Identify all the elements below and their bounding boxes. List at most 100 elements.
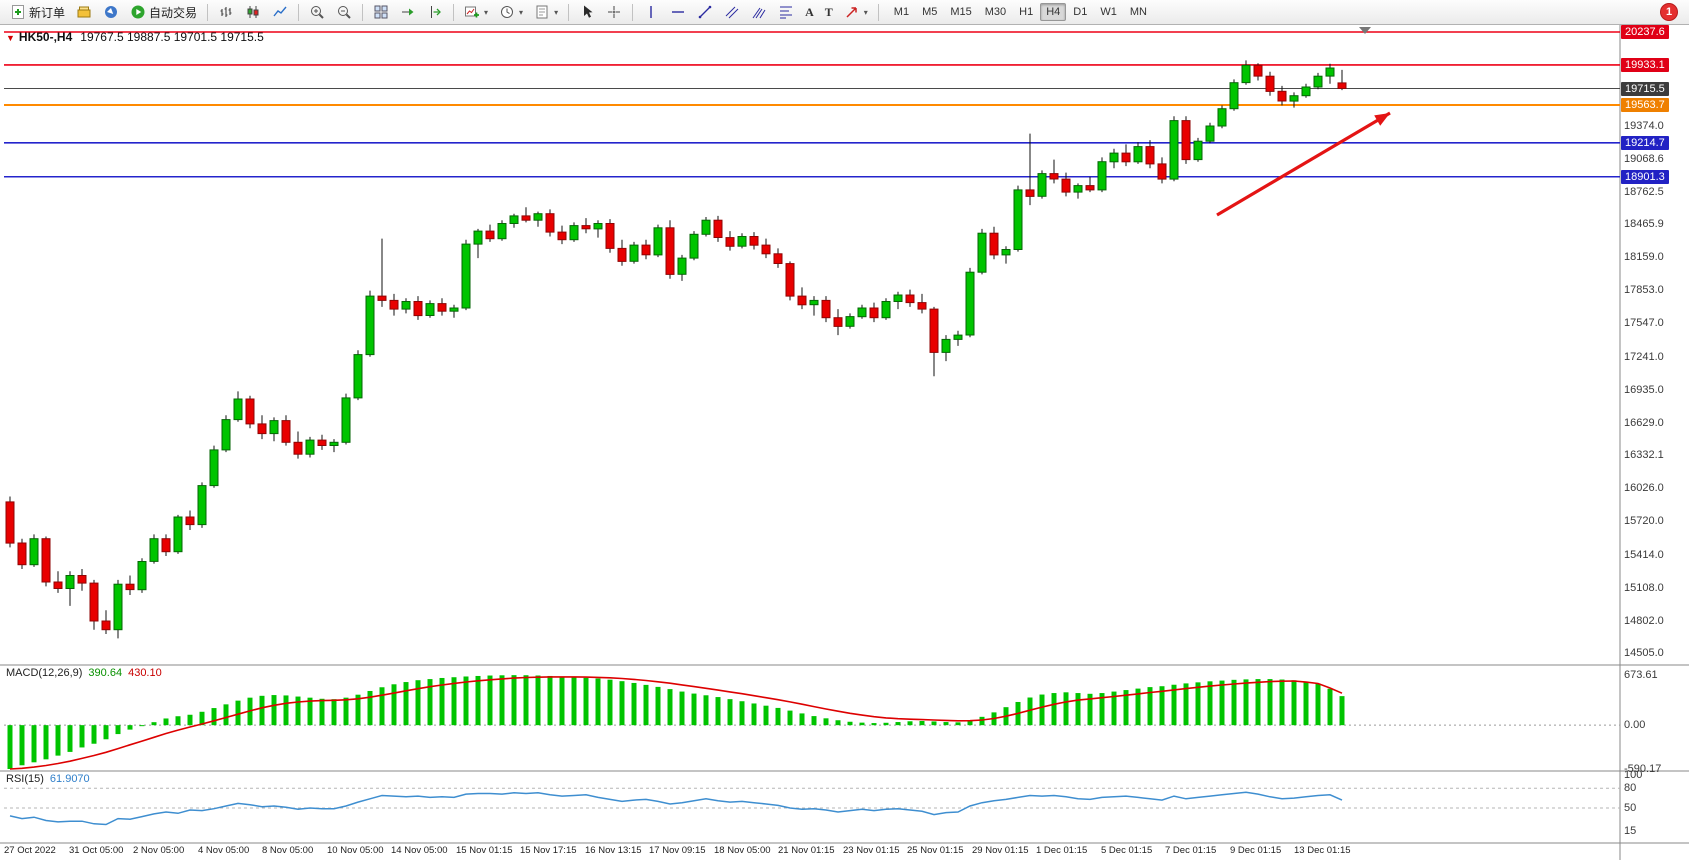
- fibonacci-tool-button[interactable]: [773, 2, 799, 22]
- navigator-button[interactable]: [98, 2, 124, 22]
- bull-candle: [113, 583, 123, 631]
- channel-icon: [724, 4, 740, 20]
- macd-histogram-bar: [667, 689, 673, 726]
- chart-canvas[interactable]: [0, 25, 1689, 860]
- arrows-tool-button[interactable]: ▾: [839, 2, 873, 22]
- macd-histogram-bar: [1135, 688, 1141, 726]
- macd-histogram-bar: [451, 677, 457, 726]
- new-order-icon: [10, 4, 26, 20]
- macd-histogram-bar: [367, 690, 373, 726]
- macd-histogram-bar: [175, 716, 181, 726]
- profiles-button[interactable]: [71, 2, 97, 22]
- cursor-tool-button[interactable]: [574, 2, 600, 22]
- bull-candle: [1241, 64, 1251, 84]
- bull-candle: [341, 397, 351, 443]
- bear-candle: [1157, 163, 1167, 180]
- macd-histogram-bar: [1207, 681, 1213, 726]
- macd-histogram-bar: [91, 725, 97, 744]
- macd-histogram-bar: [1255, 679, 1261, 726]
- timeframe-button-w1[interactable]: W1: [1100, 6, 1117, 18]
- bear-candle: [929, 308, 939, 353]
- horizontal-line-tool-button[interactable]: [665, 2, 691, 22]
- bull-candle: [1229, 82, 1239, 110]
- bull-candle: [1109, 152, 1119, 163]
- trendline-tool-button[interactable]: [692, 2, 718, 22]
- bull-candle: [233, 398, 243, 421]
- tile-windows-button[interactable]: [368, 2, 394, 22]
- text-tool-button[interactable]: A: [800, 3, 819, 22]
- zoom-in-button[interactable]: [304, 2, 330, 22]
- crosshair-icon: [606, 4, 622, 20]
- label-tool-button[interactable]: T: [820, 3, 838, 22]
- chart-shift-icon: [427, 4, 443, 20]
- period-clock-button[interactable]: ▾: [494, 2, 528, 22]
- zoom-out-button[interactable]: [331, 2, 357, 22]
- new-order-button[interactable]: 新订单: [5, 2, 70, 23]
- bull-candle: [737, 236, 747, 247]
- macd-histogram-bar: [1219, 680, 1225, 726]
- bull-candle: [149, 538, 159, 562]
- macd-histogram-bar: [1027, 697, 1033, 726]
- arrow-tool-icon: [844, 4, 860, 20]
- new-chart-button[interactable]: ▾: [459, 2, 493, 22]
- notification-badge[interactable]: 1: [1660, 3, 1678, 21]
- bar-chart-mode-button[interactable]: [213, 2, 239, 22]
- bull-candle: [845, 316, 855, 327]
- channel-tool-button[interactable]: [719, 2, 745, 22]
- auto-trading-button[interactable]: 自动交易: [125, 2, 202, 23]
- bear-candle: [89, 582, 99, 622]
- bear-candle: [1061, 178, 1071, 193]
- timeframe-button-m30[interactable]: M30: [984, 6, 1007, 18]
- bull-candle: [401, 301, 411, 310]
- timeframe-button-m1[interactable]: M1: [893, 6, 910, 18]
- bear-candle: [1049, 173, 1059, 180]
- bull-candle: [353, 354, 363, 399]
- bull-candle: [425, 303, 435, 317]
- macd-histogram-bar: [1267, 679, 1273, 726]
- timeframe-button-m5[interactable]: M5: [922, 6, 938, 18]
- bear-candle: [1145, 146, 1155, 165]
- auto-scroll-button[interactable]: [395, 2, 421, 22]
- timeframe-button-mn[interactable]: MN: [1129, 6, 1147, 18]
- vertical-line-tool-button[interactable]: [638, 2, 664, 22]
- app-toolbar: 新订单 自动交易: [0, 0, 1689, 25]
- macd-histogram-bar: [823, 718, 829, 726]
- bull-candle: [461, 243, 471, 309]
- bull-candle: [857, 307, 867, 318]
- timeframe-button-d1[interactable]: D1: [1073, 6, 1088, 18]
- pitchfork-tool-button[interactable]: [746, 2, 772, 22]
- timeframe-button-h1[interactable]: H1: [1019, 6, 1034, 18]
- macd-histogram-bar: [139, 725, 145, 727]
- macd-histogram-bar: [787, 710, 793, 726]
- chart-shift-button[interactable]: [422, 2, 448, 22]
- macd-histogram-bar: [223, 704, 229, 726]
- bear-candle: [869, 307, 879, 319]
- macd-histogram-bar: [1291, 680, 1297, 726]
- macd-histogram-bar: [1195, 682, 1201, 726]
- macd-histogram-bar: [463, 676, 469, 726]
- bear-candle: [521, 215, 531, 221]
- auto-scroll-icon: [400, 4, 416, 20]
- macd-histogram-bar: [391, 684, 397, 726]
- bear-candle: [1265, 75, 1275, 92]
- bull-candle: [509, 215, 519, 224]
- templates-button[interactable]: ▾: [529, 2, 563, 22]
- line-chart-icon: [272, 4, 288, 20]
- bear-candle: [785, 263, 795, 297]
- bull-candle: [1193, 140, 1203, 161]
- bull-candle: [365, 295, 375, 356]
- dropdown-arrow-icon: ▾: [863, 7, 868, 17]
- macd-histogram-bar: [703, 695, 709, 726]
- bear-candle: [905, 294, 915, 304]
- macd-histogram-bar: [679, 691, 685, 726]
- bull-candle: [977, 232, 987, 273]
- crosshair-tool-button[interactable]: [601, 2, 627, 22]
- macd-histogram-bar: [583, 677, 589, 726]
- macd-histogram-bar: [907, 721, 913, 726]
- macd-histogram-bar: [487, 675, 493, 726]
- line-chart-mode-button[interactable]: [267, 2, 293, 22]
- candlestick-mode-button[interactable]: [240, 2, 266, 22]
- timeframe-button-m15[interactable]: M15: [950, 6, 972, 18]
- timeframe-button-h4[interactable]: H4: [1040, 3, 1067, 21]
- bear-candle: [185, 516, 195, 526]
